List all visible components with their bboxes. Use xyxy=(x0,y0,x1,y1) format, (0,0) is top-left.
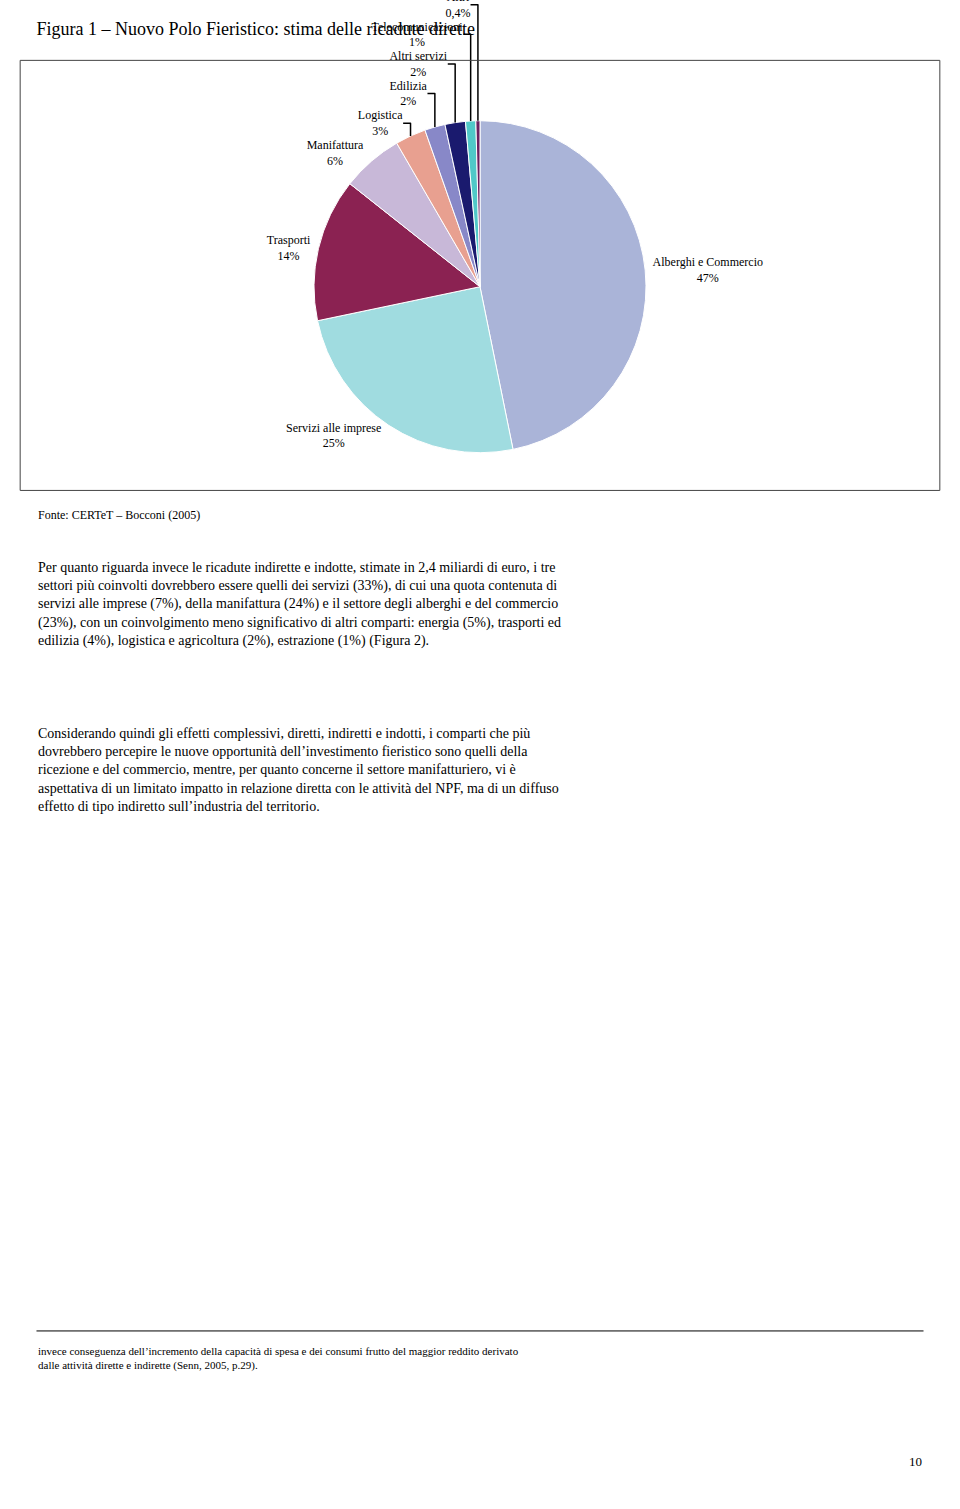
svg-text:Trasporti14%: Trasporti14% xyxy=(267,233,311,263)
svg-text:Alberghi e Commercio47%: Alberghi e Commercio47% xyxy=(653,255,763,285)
svg-text:Figura 1 – Nuovo Polo Fieristi: Figura 1 – Nuovo Polo Fieristico: stima … xyxy=(36,19,474,39)
svg-text:10: 10 xyxy=(909,1454,922,1469)
svg-text:Altri0,4%: Altri0,4% xyxy=(446,0,471,20)
svg-text:Per quanto riguarda invece le: Per quanto riguarda invece le ricadute i… xyxy=(38,560,561,649)
svg-text:invece conseguenza dell’increm: invece conseguenza dell’incremento della… xyxy=(38,1345,519,1372)
svg-text:Manifattura6%: Manifattura6% xyxy=(307,138,364,168)
svg-text:Fonte: CERTeT – Bocconi (2005): Fonte: CERTeT – Bocconi (2005) xyxy=(38,508,200,522)
svg-text:Servizi alle imprese25%: Servizi alle imprese25% xyxy=(286,421,381,451)
svg-text:Logistica3%: Logistica3% xyxy=(358,108,403,138)
svg-text:Edilizia2%: Edilizia2% xyxy=(389,79,427,109)
svg-text:Altri servizi2%: Altri servizi2% xyxy=(389,49,447,79)
svg-text:Telecomunicazioni1%: Telecomunicazioni1% xyxy=(371,20,463,50)
svg-text:Considerando quindi gli effett: Considerando quindi gli effetti compless… xyxy=(38,726,559,814)
